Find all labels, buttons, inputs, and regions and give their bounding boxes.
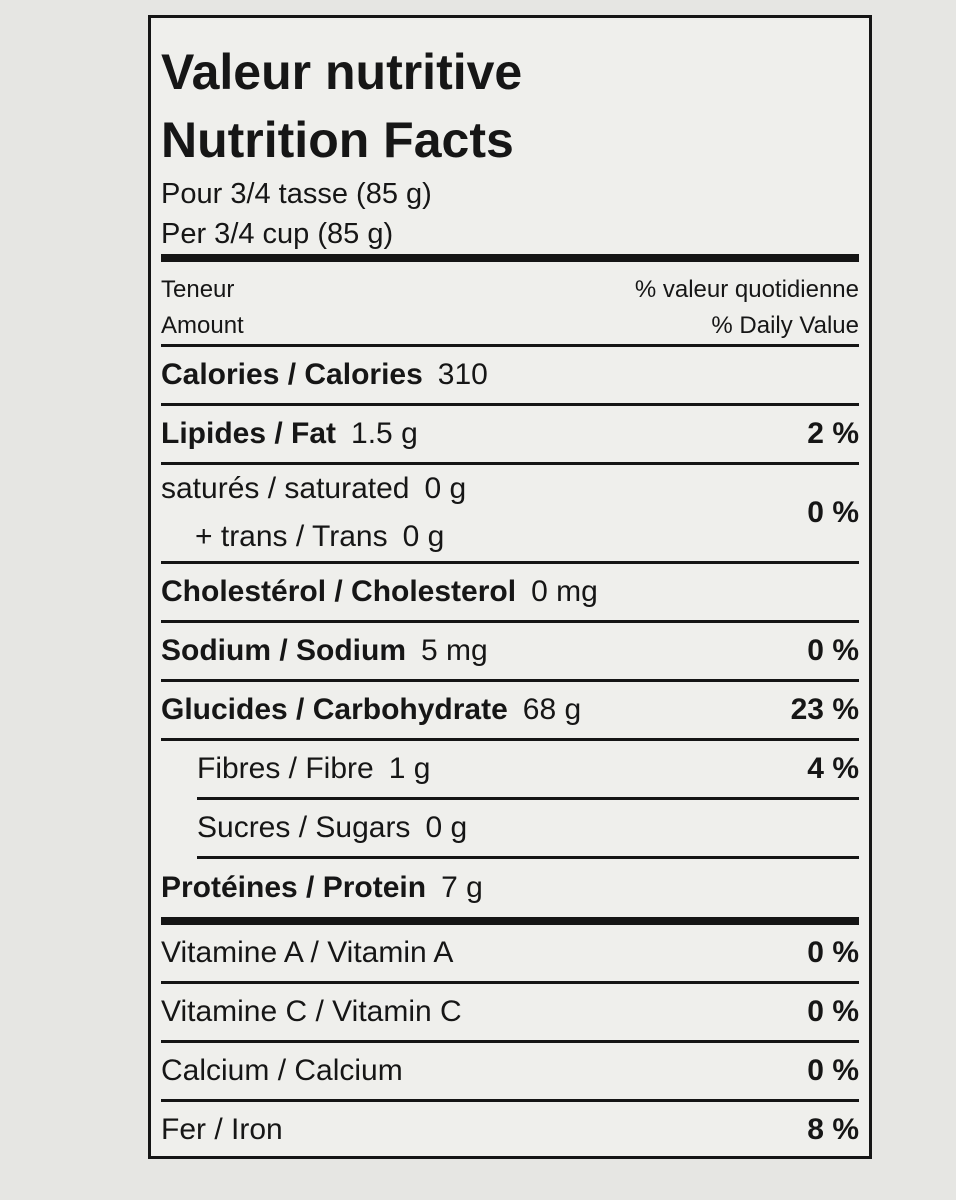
nutrient-row: Sodium / Sodium 5 mg 0 % (161, 623, 859, 682)
nutrient-line: Calories / Calories 310 (161, 351, 488, 399)
nutrient-row: Lipides / Fat 1.5 g 2 % (161, 406, 859, 465)
nutrient-cell: Sodium / Sodium 5 mg (161, 627, 488, 675)
nutrient-name: Vitamine C / Vitamin C (161, 995, 462, 1028)
dv-header: % Daily Value (711, 312, 859, 339)
nutrient-name: Sucres / Sugars (197, 811, 411, 844)
nutrient-cell: Sucres / Sugars 0 g (197, 804, 467, 852)
nutrient-cell: saturés / saturated 0 g + trans / Trans 0… (161, 465, 466, 561)
amount: 0 g (402, 520, 445, 553)
nutrient-name: saturés / saturated (161, 472, 410, 505)
nutrient-subline: + trans / Trans 0 g (161, 513, 466, 561)
nutrient-name: Vitamine A / Vitamin A (161, 936, 454, 969)
daily-value: 4 % (807, 752, 859, 785)
amount-header: Teneur (161, 276, 235, 303)
nutrition-label: Valeur nutritive Nutrition Facts Pour 3/… (148, 15, 872, 1159)
title: Valeur nutritive (161, 44, 523, 100)
nutrient-cell: Cholestérol / Cholesterol 0 mg (161, 568, 598, 616)
daily-value: 2 % (807, 417, 859, 450)
amount: 1 g (388, 752, 431, 785)
amount: 0 g (424, 472, 467, 505)
nutrient-cell: Protéines / Protein 7 g (161, 864, 483, 912)
amount: 0 g (425, 811, 468, 844)
nutrient-line: Sucres / Sugars 0 g (197, 804, 467, 852)
daily-value: 8 % (807, 1113, 859, 1146)
nutrient-line: saturés / saturated 0 g (161, 465, 466, 513)
nutrient-cell: Fer / Iron (161, 1106, 283, 1154)
daily-value: 0 % (807, 995, 859, 1028)
nutrient-row: Calcium / Calcium 0 % (161, 1043, 859, 1102)
nutrient-line: Cholestérol / Cholesterol 0 mg (161, 568, 598, 616)
nutrient-line: Calcium / Calcium (161, 1047, 403, 1095)
nutrient-row: Protéines / Protein 7 g (161, 859, 859, 925)
nutrient-line: Fibres / Fibre 1 g (197, 745, 430, 793)
nutrient-row: Cholestérol / Cholesterol 0 mg (161, 564, 859, 623)
amount: 0 mg (531, 575, 598, 608)
amount-header: Amount (161, 312, 244, 339)
nutrient-line: Vitamine C / Vitamin C (161, 988, 462, 1036)
nutrient-name: Calories / Calories (161, 358, 423, 391)
dv-header: % valeur quotidienne (634, 276, 859, 303)
nutrient-name: Fer / Iron (161, 1113, 283, 1146)
nutrient-name: Calcium / Calcium (161, 1054, 403, 1087)
nutrient-row: Vitamine C / Vitamin C 0 % (161, 984, 859, 1043)
nutrient-line: Vitamine A / Vitamin A (161, 929, 453, 977)
nutrient-cell: Lipides / Fat 1.5 g (161, 410, 418, 458)
nutrient-cell: Vitamine C / Vitamin C (161, 988, 462, 1036)
nutrient-row: Fibres / Fibre 1 g 4 % (197, 741, 859, 800)
nutrient-cell: Fibres / Fibre 1 g (197, 745, 430, 793)
nutrient-line: Glucides / Carbohydrate 68 g (161, 686, 581, 734)
daily-value: 0 % (807, 936, 859, 969)
nutrient-name: Sodium / Sodium (161, 634, 406, 667)
nutrient-line: Sodium / Sodium 5 mg (161, 627, 488, 675)
amount: 310 (437, 358, 488, 391)
rows: Calories / Calories 310 Lipides / Fat 1.5… (161, 347, 859, 1158)
serving: Pour 3/4 tasse (85 g) (161, 178, 432, 210)
nutrient-row: saturés / saturated 0 g + trans / Trans 0… (161, 465, 859, 564)
serving: Per 3/4 cup (85 g) (161, 214, 859, 262)
nutrient-row: Calories / Calories 310 (161, 347, 859, 406)
title: Nutrition Facts (161, 112, 514, 168)
amount: 1.5 g (351, 417, 418, 450)
nutrient-cell: Calcium / Calcium (161, 1047, 403, 1095)
nutrient-cell: Glucides / Carbohydrate 68 g (161, 686, 581, 734)
nutrient-cell: Calories / Calories 310 (161, 351, 488, 399)
daily-value: 0 % (807, 634, 859, 667)
amount: 68 g (522, 693, 582, 726)
nutrient-line: Protéines / Protein 7 g (161, 864, 483, 912)
nutrient-line: Lipides / Fat 1.5 g (161, 410, 418, 458)
amount: 7 g (441, 871, 483, 904)
nutrient-name: + trans / Trans (195, 520, 388, 553)
amount: 5 mg (421, 634, 488, 667)
nutrient-row: Sucres / Sugars 0 g (197, 800, 859, 859)
nutrient-name: Glucides / Carbohydrate (161, 693, 508, 726)
nutrient-name: Lipides / Fat (161, 417, 337, 450)
nutrient-row: Glucides / Carbohydrate 68 g 23 % (161, 682, 859, 741)
nutrient-cell: Vitamine A / Vitamin A (161, 929, 453, 977)
daily-value: 23 % (790, 693, 859, 726)
nutrient-row: Vitamine A / Vitamin A 0 % (161, 925, 859, 984)
nutrient-line: Fer / Iron (161, 1106, 283, 1154)
nutrient-name: Cholestérol / Cholesterol (161, 575, 517, 608)
daily-value: 0 % (807, 1054, 859, 1087)
daily-value: 0 % (807, 496, 859, 529)
nutrient-name: Protéines / Protein (161, 871, 427, 904)
nutrient-name: Fibres / Fibre (197, 752, 374, 785)
column-header: Teneur Amount % valeur quotidienne % Daily… (161, 262, 859, 347)
nutrient-row: Fer / Iron 8 % (161, 1102, 859, 1158)
